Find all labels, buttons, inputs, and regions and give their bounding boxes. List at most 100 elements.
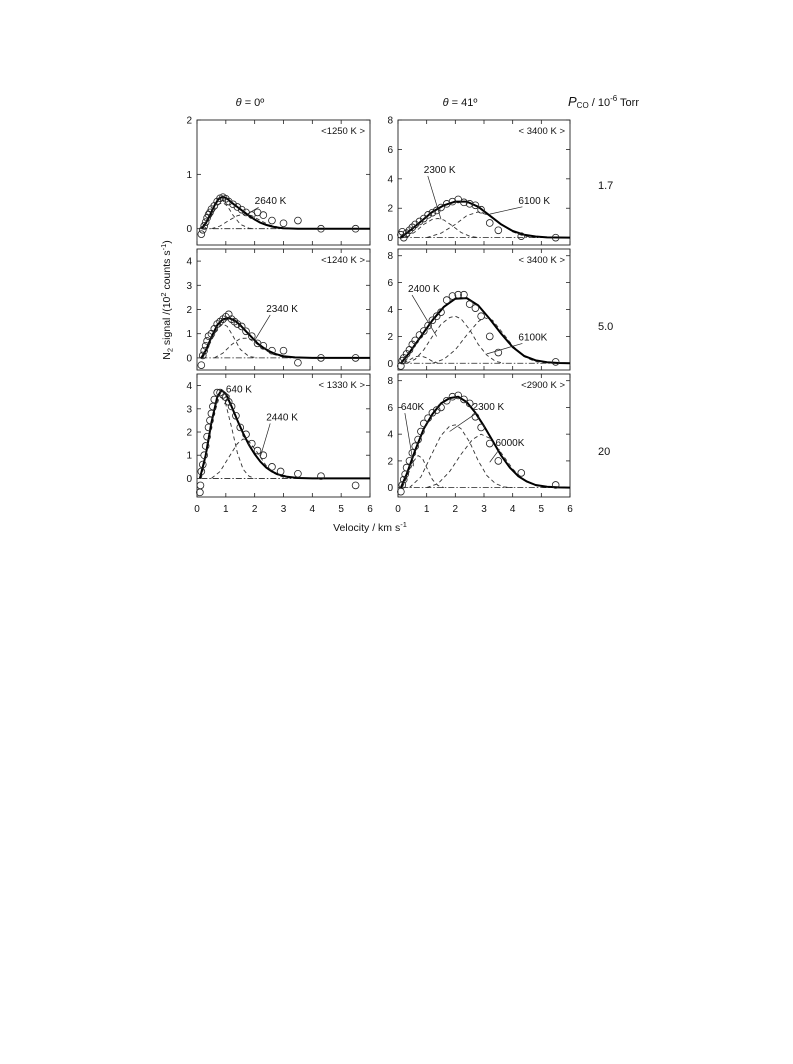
- data-point: [219, 315, 227, 323]
- data-point: [494, 457, 503, 465]
- y-tick-label: 3: [186, 404, 192, 415]
- data-point: [203, 337, 211, 345]
- data-point: [485, 219, 494, 227]
- data-point: [351, 354, 360, 362]
- y-tick-label: 1: [186, 329, 192, 340]
- y-tick-label: 4: [186, 257, 192, 268]
- data-point: [242, 430, 250, 439]
- data-point: [227, 402, 236, 411]
- data-point: [408, 223, 417, 232]
- data-point: [196, 481, 205, 490]
- data-point: [198, 351, 207, 360]
- y-tick-label: 2: [186, 305, 192, 316]
- corner-temperature-label: < 1330 K >: [319, 380, 366, 391]
- annotation-leader-line: [224, 395, 231, 405]
- x-tick-label: 4: [510, 504, 516, 515]
- x-tick-label: 5: [539, 504, 545, 515]
- data-point: [216, 317, 224, 326]
- data-point: [471, 201, 480, 210]
- data-point: [213, 320, 221, 328]
- component-fit-line: [211, 438, 293, 479]
- data-point: [259, 451, 268, 460]
- row-label-pressure-2: 5.0: [598, 321, 613, 333]
- data-point: [197, 467, 206, 476]
- panel-frame: [397, 248, 571, 371]
- data-point: [448, 392, 457, 401]
- data-point: [399, 354, 408, 362]
- data-point: [206, 416, 214, 425]
- data-point: [437, 403, 445, 412]
- row-label-pressure-3: 20: [598, 446, 610, 458]
- data-point: [279, 346, 288, 355]
- total-fit-line: [400, 297, 571, 365]
- chart-panel-row1-theta41: 0 2 4 6 8 2300 K 6100 K < 3400 K >: [387, 116, 571, 246]
- x-tick-label: 3: [481, 504, 487, 515]
- x-axis-title: Velocity / km s-1: [333, 520, 407, 534]
- data-point: [485, 332, 494, 341]
- y-tick-label: 2: [387, 456, 393, 467]
- x-tick-label: 2: [453, 504, 459, 515]
- annotation-label: 6100 K: [518, 196, 550, 207]
- data-point: [259, 211, 268, 219]
- data-point: [551, 358, 560, 366]
- x-tick-label: 1: [223, 504, 229, 515]
- data-point: [237, 205, 246, 214]
- corner-temperature-label: <1250 K >: [321, 126, 365, 137]
- x-tick-label: 4: [310, 504, 316, 515]
- corner-temperature-label: <1240 K >: [321, 255, 365, 266]
- data-point: [477, 312, 485, 321]
- data-point: [419, 327, 428, 335]
- data-point: [411, 442, 420, 450]
- data-point: [414, 435, 422, 444]
- data-point: [227, 315, 236, 323]
- y-tick-label: 8: [387, 376, 393, 387]
- data-point: [454, 290, 463, 299]
- data-point: [494, 348, 503, 357]
- data-point: [203, 432, 211, 441]
- annotation-label: 2440 K: [266, 412, 298, 423]
- y-tick-label: 0: [387, 483, 393, 494]
- data-point: [432, 406, 441, 414]
- column-title-theta-41: θ = 41º: [443, 97, 478, 109]
- annotation-leader-line: [247, 206, 259, 215]
- data-point: [477, 205, 485, 214]
- y-tick-label: 1: [186, 451, 192, 462]
- data-point: [419, 419, 428, 428]
- annotation-label: 2640 K: [255, 196, 287, 207]
- data-point: [397, 487, 405, 496]
- y-tick-label: 1: [186, 170, 192, 181]
- data-point: [351, 224, 360, 233]
- corner-temperature-label: < 3400 K >: [519, 255, 566, 266]
- y-tick-label: 4: [186, 381, 192, 392]
- x-tick-label: 1: [424, 504, 430, 515]
- data-point: [402, 229, 411, 238]
- annotation-label: 2300 K: [424, 165, 456, 176]
- data-point: [428, 408, 437, 417]
- data-point: [201, 218, 210, 226]
- data-point: [465, 200, 474, 208]
- data-point: [279, 219, 288, 228]
- data-point: [204, 332, 213, 340]
- data-point: [417, 427, 425, 436]
- pressure-header: PCO / 10-6 Torr: [568, 94, 639, 110]
- chart-panel-row3-theta0: 0 1 2 3 4 0 1 2 3 4 5 6 640 K 2440 K < 1330 K >: [186, 373, 373, 515]
- component-fit-line: [406, 218, 479, 239]
- annotation-leader-line: [411, 294, 438, 337]
- data-point: [465, 399, 474, 408]
- total-fit-line: [400, 200, 571, 239]
- data-point: [209, 402, 217, 411]
- data-point: [253, 446, 262, 455]
- annotation-leader-line: [427, 175, 442, 220]
- annotation-label: 640K: [401, 402, 425, 413]
- data-point: [232, 411, 240, 420]
- data-point: [399, 475, 408, 484]
- data-point: [471, 412, 480, 421]
- data-point: [494, 226, 503, 235]
- data-point: [397, 362, 405, 370]
- data-point: [517, 232, 526, 240]
- y-tick-label: 2: [387, 204, 393, 215]
- data-point: [268, 463, 276, 471]
- data-point: [242, 327, 250, 336]
- data-point: [485, 439, 494, 448]
